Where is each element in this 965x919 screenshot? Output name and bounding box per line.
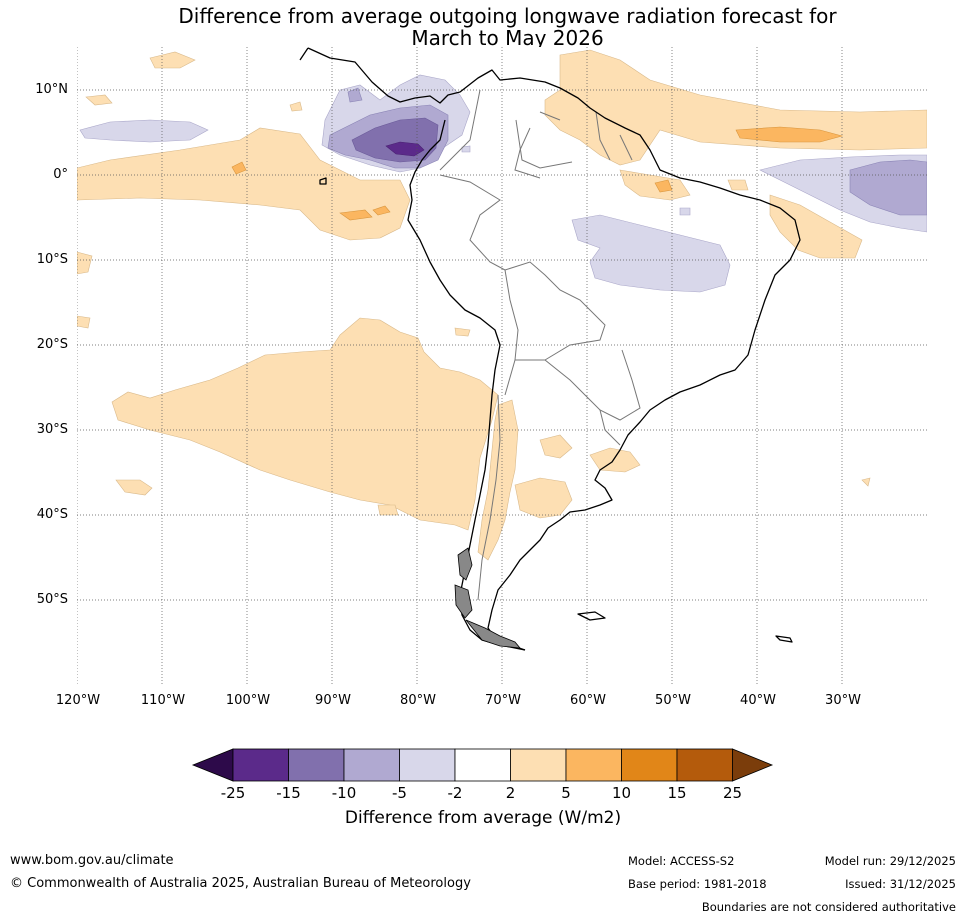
colorbar-tick: 2: [505, 784, 516, 802]
model-run-date: Model run: 29/12/2025: [824, 854, 956, 868]
colorbar-label: Difference from average (W/m2): [344, 808, 622, 828]
lat-label-30s: 30°S: [36, 422, 68, 437]
chile-islands: [454, 547, 521, 649]
colorbar-swatch-5-2: [399, 748, 456, 782]
colorbar-swatch-2-5: [510, 748, 567, 782]
graticule: [77, 47, 927, 685]
lon-label-60w: 60°W: [570, 693, 606, 708]
country-borders: [439, 89, 641, 601]
lon-label-70w: 70°W: [485, 693, 521, 708]
lon-label-30w: 30°W: [825, 693, 861, 708]
website-link[interactable]: www.bom.gov.au/climate: [10, 853, 174, 868]
colorbar: [191, 748, 774, 782]
lat-label-10n: 10°N: [35, 82, 68, 97]
colorbar-tick: -2: [447, 784, 463, 802]
lon-label-80w: 80°W: [400, 693, 436, 708]
colorbar-swatch-15-10: [288, 748, 345, 782]
lat-label-40s: 40°S: [36, 507, 68, 522]
colorbar-tick: -25: [220, 784, 246, 802]
model-name: Model: ACCESS-S2: [628, 854, 735, 868]
positive-anomaly-medium: [231, 126, 844, 221]
colorbar-tick: -15: [276, 784, 301, 802]
colorbar-swatch-10-15: [621, 748, 678, 782]
lon-label-40w: 40°W: [740, 693, 776, 708]
title-line-1: Difference from average outgoing longwav…: [178, 4, 837, 28]
copyright-text: © Commonwealth of Australia 2025, Austra…: [10, 876, 471, 891]
colorbar-swatch-25-15: [232, 748, 289, 782]
map-canvas: [77, 47, 927, 685]
lat-label-0: 0°: [53, 167, 68, 182]
colorbar-swatch-5-10: [565, 748, 622, 782]
map-title: Difference from average outgoing longwav…: [0, 5, 965, 49]
lat-label-10s: 10°S: [36, 252, 68, 267]
issued-date: Issued: 31/12/2025: [845, 877, 956, 891]
disclaimer: Boundaries are not considered authoritat…: [701, 900, 956, 914]
colorbar-tick: 25: [722, 784, 743, 802]
title-line-2: March to May 2026: [411, 26, 604, 50]
colorbar-tick: -10: [331, 784, 357, 802]
colorbar-swatch-10-5: [343, 748, 400, 782]
colorbar-tick: 5: [561, 784, 571, 802]
colorbar-arrow-low: [191, 748, 234, 782]
lon-label-120w: 120°W: [55, 693, 101, 708]
negative-anomaly-extreme: [385, 141, 425, 157]
lon-label-110w: 110°W: [140, 693, 186, 708]
colorbar-tick: 15: [667, 784, 687, 802]
colorbar-tick: 10: [611, 784, 632, 802]
colorbar-tick: -5: [392, 784, 407, 802]
lat-label-20s: 20°S: [36, 337, 68, 352]
lat-label-50s: 50°S: [36, 592, 68, 607]
colorbar-swatch-15-25: [676, 748, 733, 782]
lon-label-90w: 90°W: [315, 693, 351, 708]
colorbar-swatch-neutral: [454, 748, 511, 782]
lon-label-50w: 50°W: [655, 693, 691, 708]
lon-label-100w: 100°W: [225, 693, 271, 708]
base-period: Base period: 1981-2018: [628, 877, 767, 891]
forecast-map: [77, 47, 927, 685]
colorbar-arrow-high: [732, 748, 774, 782]
